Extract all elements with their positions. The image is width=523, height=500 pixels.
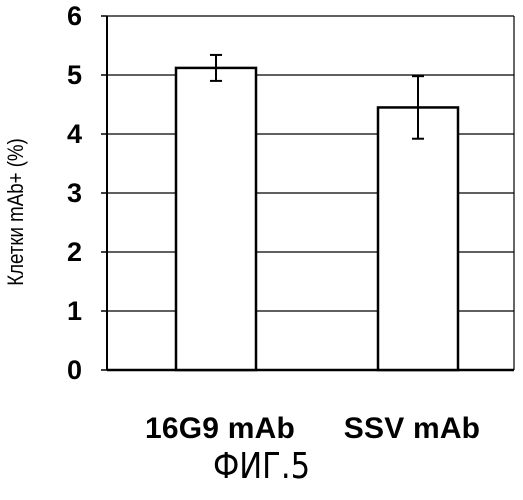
- bars: [176, 68, 458, 370]
- y-tick-label: 6: [67, 1, 82, 31]
- figure-caption: ФИГ.5: [39, 446, 484, 487]
- y-tick-label: 5: [67, 60, 82, 90]
- y-tick-label: 3: [67, 178, 82, 208]
- y-tick-label: 2: [67, 237, 82, 267]
- y-tick-labels: 0 1 2 3 4 5 6: [67, 1, 82, 385]
- bar: [378, 107, 458, 370]
- y-tick-label: 0: [67, 355, 82, 385]
- y-tick-label: 4: [67, 119, 82, 149]
- y-tick-label: 1: [67, 296, 82, 326]
- category-label-16g9: 16G9 mAb: [130, 412, 310, 446]
- bar: [176, 68, 256, 370]
- y-axis-label: Клетки mAb+ (%): [5, 138, 29, 286]
- category-label-ssv: SSV mAb: [322, 412, 502, 446]
